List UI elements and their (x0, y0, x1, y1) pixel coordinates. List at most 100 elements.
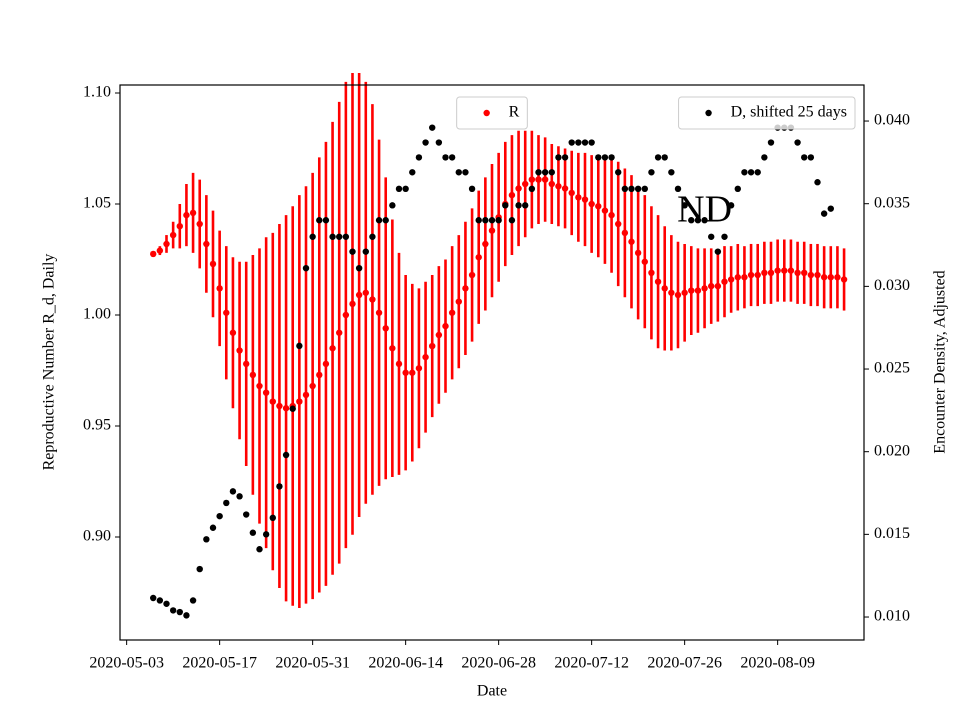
marker (701, 285, 708, 292)
marker (688, 287, 695, 294)
marker (236, 493, 243, 500)
marker (801, 269, 808, 277)
marker (568, 189, 575, 197)
marker (747, 271, 755, 279)
marker (541, 169, 549, 176)
marker (615, 169, 622, 176)
marker (355, 264, 363, 272)
marker (621, 229, 629, 237)
marker (661, 154, 668, 161)
marker (701, 217, 708, 224)
legend-marker (483, 109, 490, 117)
marker (382, 217, 389, 224)
marker (741, 169, 748, 176)
marker (588, 139, 595, 146)
marker (648, 169, 655, 176)
x-tick-label: 2020-06-14 (368, 655, 443, 672)
marker (336, 233, 343, 240)
y-tick-label: 1.05 (83, 195, 111, 212)
marker (289, 405, 296, 412)
marker (615, 220, 622, 228)
y2-axis-label: Encounter Density, Adjusted (932, 270, 949, 453)
marker (389, 202, 396, 209)
marker (442, 154, 449, 161)
marker (674, 185, 682, 193)
marker (528, 176, 536, 183)
marker (535, 169, 542, 176)
marker (342, 233, 350, 240)
marker (229, 488, 237, 495)
marker (548, 180, 555, 188)
marker (402, 369, 409, 376)
marker (634, 185, 642, 193)
marker (282, 451, 290, 459)
marker (628, 238, 635, 245)
marker (840, 276, 848, 283)
plot-frame (119, 84, 865, 641)
x-tick-label: 2020-05-03 (89, 655, 164, 672)
marker (389, 345, 396, 352)
marker (422, 139, 429, 146)
marker (395, 185, 403, 193)
marker (681, 289, 688, 296)
marker (375, 309, 383, 316)
marker (634, 249, 642, 257)
marker (316, 217, 323, 224)
marker (196, 220, 203, 228)
y2-tick-label: 0.020 (874, 442, 910, 459)
marker (156, 597, 164, 604)
marker (628, 185, 635, 193)
marker (641, 258, 648, 265)
marker (834, 274, 841, 281)
marker (448, 154, 456, 161)
marker (741, 274, 748, 281)
marker (734, 274, 741, 281)
series-0 (150, 73, 848, 609)
marker (488, 217, 496, 224)
marker (508, 191, 516, 199)
marker (661, 285, 668, 292)
marker (541, 176, 549, 183)
marker (216, 285, 223, 292)
marker (482, 217, 489, 224)
marker (336, 329, 343, 336)
marker (774, 267, 781, 274)
marker (269, 514, 276, 522)
marker (163, 600, 170, 607)
marker (522, 202, 529, 209)
x-tick-label: 2020-05-17 (182, 655, 257, 672)
legend: D, shifted 25 days (678, 96, 856, 130)
marker (595, 203, 602, 210)
marker (495, 217, 502, 224)
marker (249, 529, 257, 536)
marker (608, 211, 615, 219)
marker (156, 247, 164, 254)
marker (555, 183, 562, 190)
marker (827, 205, 834, 212)
marker (714, 282, 722, 290)
legend: R (456, 96, 528, 130)
marker (767, 269, 775, 277)
marker (794, 139, 801, 146)
marker (223, 309, 230, 316)
marker (442, 322, 449, 330)
marker (754, 169, 761, 176)
marker (262, 531, 270, 538)
marker (807, 154, 815, 161)
marker (754, 271, 761, 279)
marker (409, 169, 416, 176)
marker (575, 139, 582, 146)
marker (369, 296, 376, 303)
marker (734, 185, 741, 193)
marker (435, 139, 443, 146)
marker (409, 369, 416, 376)
marker (674, 291, 682, 299)
marker (316, 371, 323, 379)
marker (794, 269, 801, 277)
marker (708, 282, 715, 290)
marker (561, 154, 569, 161)
y-tick-label: 1.00 (83, 306, 111, 323)
marker (548, 169, 555, 176)
y-tick-label: 1.10 (83, 84, 111, 101)
